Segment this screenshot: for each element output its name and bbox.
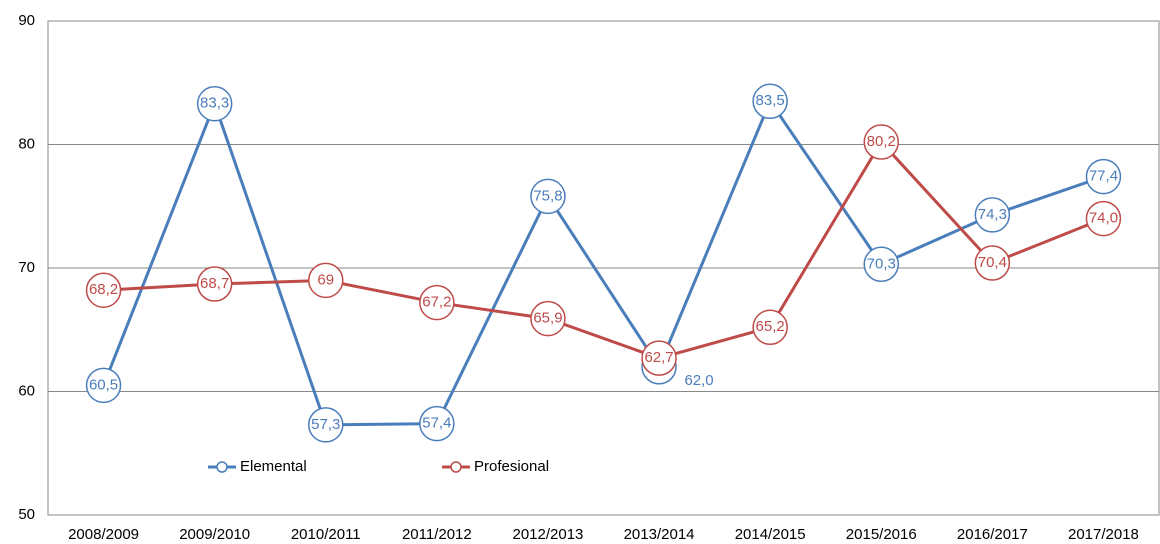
data-point <box>641 340 677 376</box>
x-tick-label: 2013/2014 <box>624 526 695 543</box>
data-point <box>863 246 899 283</box>
x-tick-label: 2011/2012 <box>402 526 472 543</box>
value-label: 74,0 <box>1089 210 1118 227</box>
value-label: 57,4 <box>422 415 451 432</box>
legend-marker <box>450 461 462 473</box>
value-label: 65,9 <box>533 310 562 327</box>
value-label: 68,2 <box>89 281 118 298</box>
legend-label: Profesional <box>474 458 549 475</box>
data-point <box>419 405 455 442</box>
value-label: 67,2 <box>422 294 451 311</box>
series-line <box>103 139 1105 360</box>
value-label: 83,5 <box>756 92 785 109</box>
value-label: 70,3 <box>867 255 896 272</box>
y-tick-label: 80 <box>18 135 35 152</box>
value-label: 75,8 <box>533 187 562 204</box>
value-label: 62,0 <box>684 372 713 389</box>
x-tick-label: 2010/2011 <box>291 526 361 543</box>
x-tick-label: 2017/2018 <box>1068 526 1139 543</box>
value-label: 57,3 <box>311 416 340 433</box>
value-label: 65,2 <box>756 318 785 335</box>
y-tick-label: 60 <box>18 382 35 399</box>
data-point <box>85 272 122 308</box>
x-tick-label: 2014/2015 <box>735 526 806 543</box>
data-point <box>863 124 899 160</box>
data-point <box>419 284 455 321</box>
value-label: 74,3 <box>978 206 1007 223</box>
legend-marker <box>216 461 228 473</box>
value-label: 70,4 <box>978 254 1007 271</box>
data-point <box>530 300 566 337</box>
value-label: 80,2 <box>867 133 896 150</box>
x-tick-label: 2012/2013 <box>512 526 583 543</box>
x-tick-label: 2016/2017 <box>957 526 1028 543</box>
x-tick-label: 2008/2009 <box>68 526 139 543</box>
data-point <box>85 367 122 404</box>
x-tick-label: 2009/2010 <box>179 526 250 543</box>
y-tick-label: 90 <box>18 12 35 29</box>
value-label: 77,4 <box>1089 168 1118 185</box>
data-point <box>974 245 1011 281</box>
x-tick-label: 2015/2016 <box>846 526 917 543</box>
data-point <box>752 83 788 120</box>
data-point <box>752 309 788 346</box>
data-point <box>196 266 233 302</box>
data-point <box>530 178 566 215</box>
data-point <box>308 262 344 299</box>
value-label: 62,7 <box>644 349 673 366</box>
value-label: 60,5 <box>89 376 118 393</box>
data-point <box>1085 158 1122 195</box>
plot-border <box>47 20 1160 516</box>
legend-label: Elemental <box>240 458 307 475</box>
value-label: 69 <box>317 271 334 288</box>
value-label: 68,7 <box>200 275 229 292</box>
legend-entry: Profesional <box>442 458 549 475</box>
value-label: 83,3 <box>200 95 229 112</box>
data-point <box>1085 200 1122 237</box>
data-point <box>308 407 344 443</box>
data-point <box>196 85 233 122</box>
legend-entry: Elemental <box>208 458 307 475</box>
series-line <box>102 98 1104 427</box>
data-point <box>974 197 1011 233</box>
y-tick-label: 70 <box>18 259 35 276</box>
y-tick-label: 50 <box>18 506 35 523</box>
